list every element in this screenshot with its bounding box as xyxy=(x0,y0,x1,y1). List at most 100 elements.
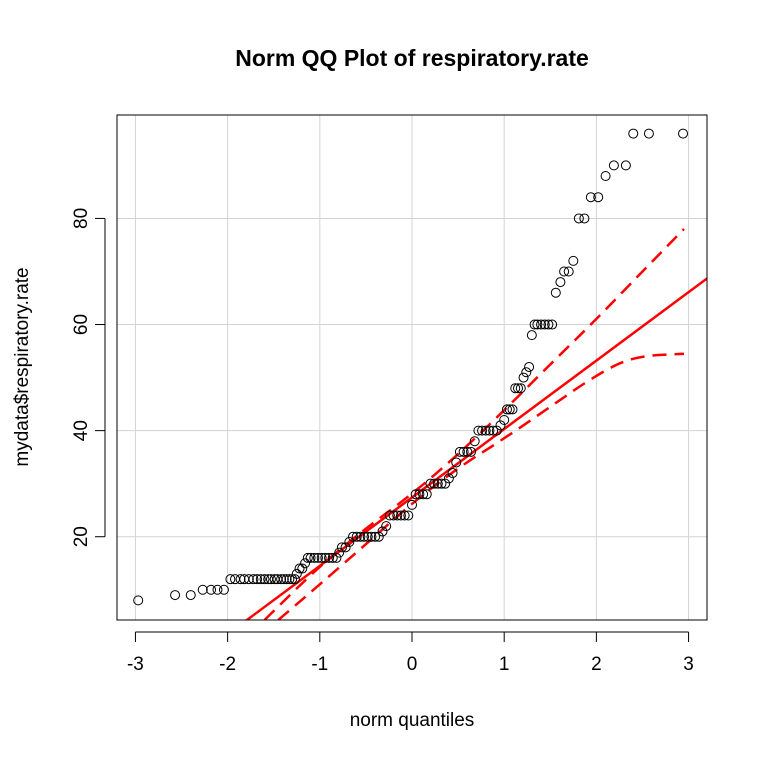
y-tick-label: 60 xyxy=(71,314,92,335)
data-point xyxy=(212,584,223,595)
y-tick-label: 40 xyxy=(71,420,92,441)
data-point xyxy=(421,489,432,500)
data-point xyxy=(510,383,521,394)
data-point xyxy=(281,574,292,585)
data-point xyxy=(392,510,403,521)
data-point xyxy=(252,574,263,585)
data-point xyxy=(334,547,345,558)
data-point xyxy=(600,171,611,182)
data-point xyxy=(454,446,465,457)
data-point xyxy=(458,446,469,457)
data-point xyxy=(628,128,639,139)
data-point xyxy=(555,277,566,288)
data-point xyxy=(312,552,323,563)
y-axis: 20 40 60 80 xyxy=(71,208,106,547)
y-tick-label: 80 xyxy=(71,208,92,229)
data-point xyxy=(302,552,313,563)
data-point xyxy=(410,489,421,500)
data-point xyxy=(243,574,254,585)
data-point xyxy=(320,552,331,563)
data-point xyxy=(340,542,351,553)
data-point xyxy=(381,521,392,532)
chart-title: Norm QQ Plot of respiratory.rate xyxy=(235,45,589,71)
data-point xyxy=(185,590,196,601)
data-point xyxy=(678,128,689,139)
data-point xyxy=(579,213,590,224)
data-point xyxy=(305,552,316,563)
grid-lines xyxy=(117,115,707,620)
data-point xyxy=(491,425,502,436)
data-point xyxy=(362,531,373,542)
data-point xyxy=(563,266,574,277)
data-point xyxy=(513,383,524,394)
data-point xyxy=(504,404,515,415)
data-point xyxy=(532,319,543,330)
data-point xyxy=(451,457,462,468)
data-point xyxy=(300,558,311,569)
data-point xyxy=(384,510,395,521)
data-point xyxy=(297,563,308,574)
data-point xyxy=(265,574,276,585)
data-point xyxy=(507,404,518,415)
data-point xyxy=(414,489,425,500)
data-point xyxy=(477,425,488,436)
data-point xyxy=(377,526,388,537)
x-axis-label: norm quantiles xyxy=(350,710,475,731)
data-point xyxy=(366,531,377,542)
data-point xyxy=(484,425,495,436)
data-point xyxy=(521,367,532,378)
data-point xyxy=(170,590,181,601)
data-point xyxy=(331,552,342,563)
data-point xyxy=(499,415,510,426)
data-point xyxy=(259,574,270,585)
data-point xyxy=(418,489,429,500)
data-point xyxy=(309,552,320,563)
data-point xyxy=(543,319,554,330)
plot-box xyxy=(116,114,708,621)
data-point xyxy=(593,192,604,203)
data-point xyxy=(462,446,473,457)
data-point xyxy=(348,531,358,542)
data-point xyxy=(425,478,436,489)
data-point xyxy=(235,574,246,585)
data-point xyxy=(539,319,550,330)
data-point xyxy=(399,510,410,521)
data-point xyxy=(608,160,619,171)
x-tick-label: 0 xyxy=(407,654,418,675)
data-point xyxy=(133,595,144,606)
data-point xyxy=(336,542,347,553)
x-tick-label: 2 xyxy=(591,654,602,675)
data-point xyxy=(518,372,529,383)
data-point xyxy=(536,319,547,330)
data-point xyxy=(344,537,355,548)
data-point xyxy=(488,425,499,436)
data-point xyxy=(276,574,287,585)
data-points xyxy=(133,128,689,606)
data-point xyxy=(547,319,558,330)
data-point xyxy=(407,499,417,510)
data-point xyxy=(291,568,302,579)
data-point xyxy=(206,584,217,595)
data-point xyxy=(443,473,454,484)
data-point xyxy=(529,319,540,330)
data-point xyxy=(370,531,381,542)
data-point xyxy=(440,478,451,489)
y-tick-label: 20 xyxy=(71,526,92,547)
data-point xyxy=(351,531,362,542)
data-point xyxy=(466,446,476,457)
data-point xyxy=(278,574,289,585)
data-point xyxy=(436,478,447,489)
data-point xyxy=(289,574,300,585)
data-point xyxy=(469,436,480,447)
data-point xyxy=(585,192,596,203)
data-point xyxy=(294,563,305,574)
x-tick-label: -2 xyxy=(219,654,236,675)
data-point xyxy=(447,468,458,479)
data-point xyxy=(373,531,384,542)
data-point xyxy=(524,361,535,372)
data-point xyxy=(316,552,327,563)
data-point xyxy=(501,404,512,415)
data-point xyxy=(620,160,631,171)
data-point xyxy=(225,574,236,585)
data-point xyxy=(327,552,338,563)
